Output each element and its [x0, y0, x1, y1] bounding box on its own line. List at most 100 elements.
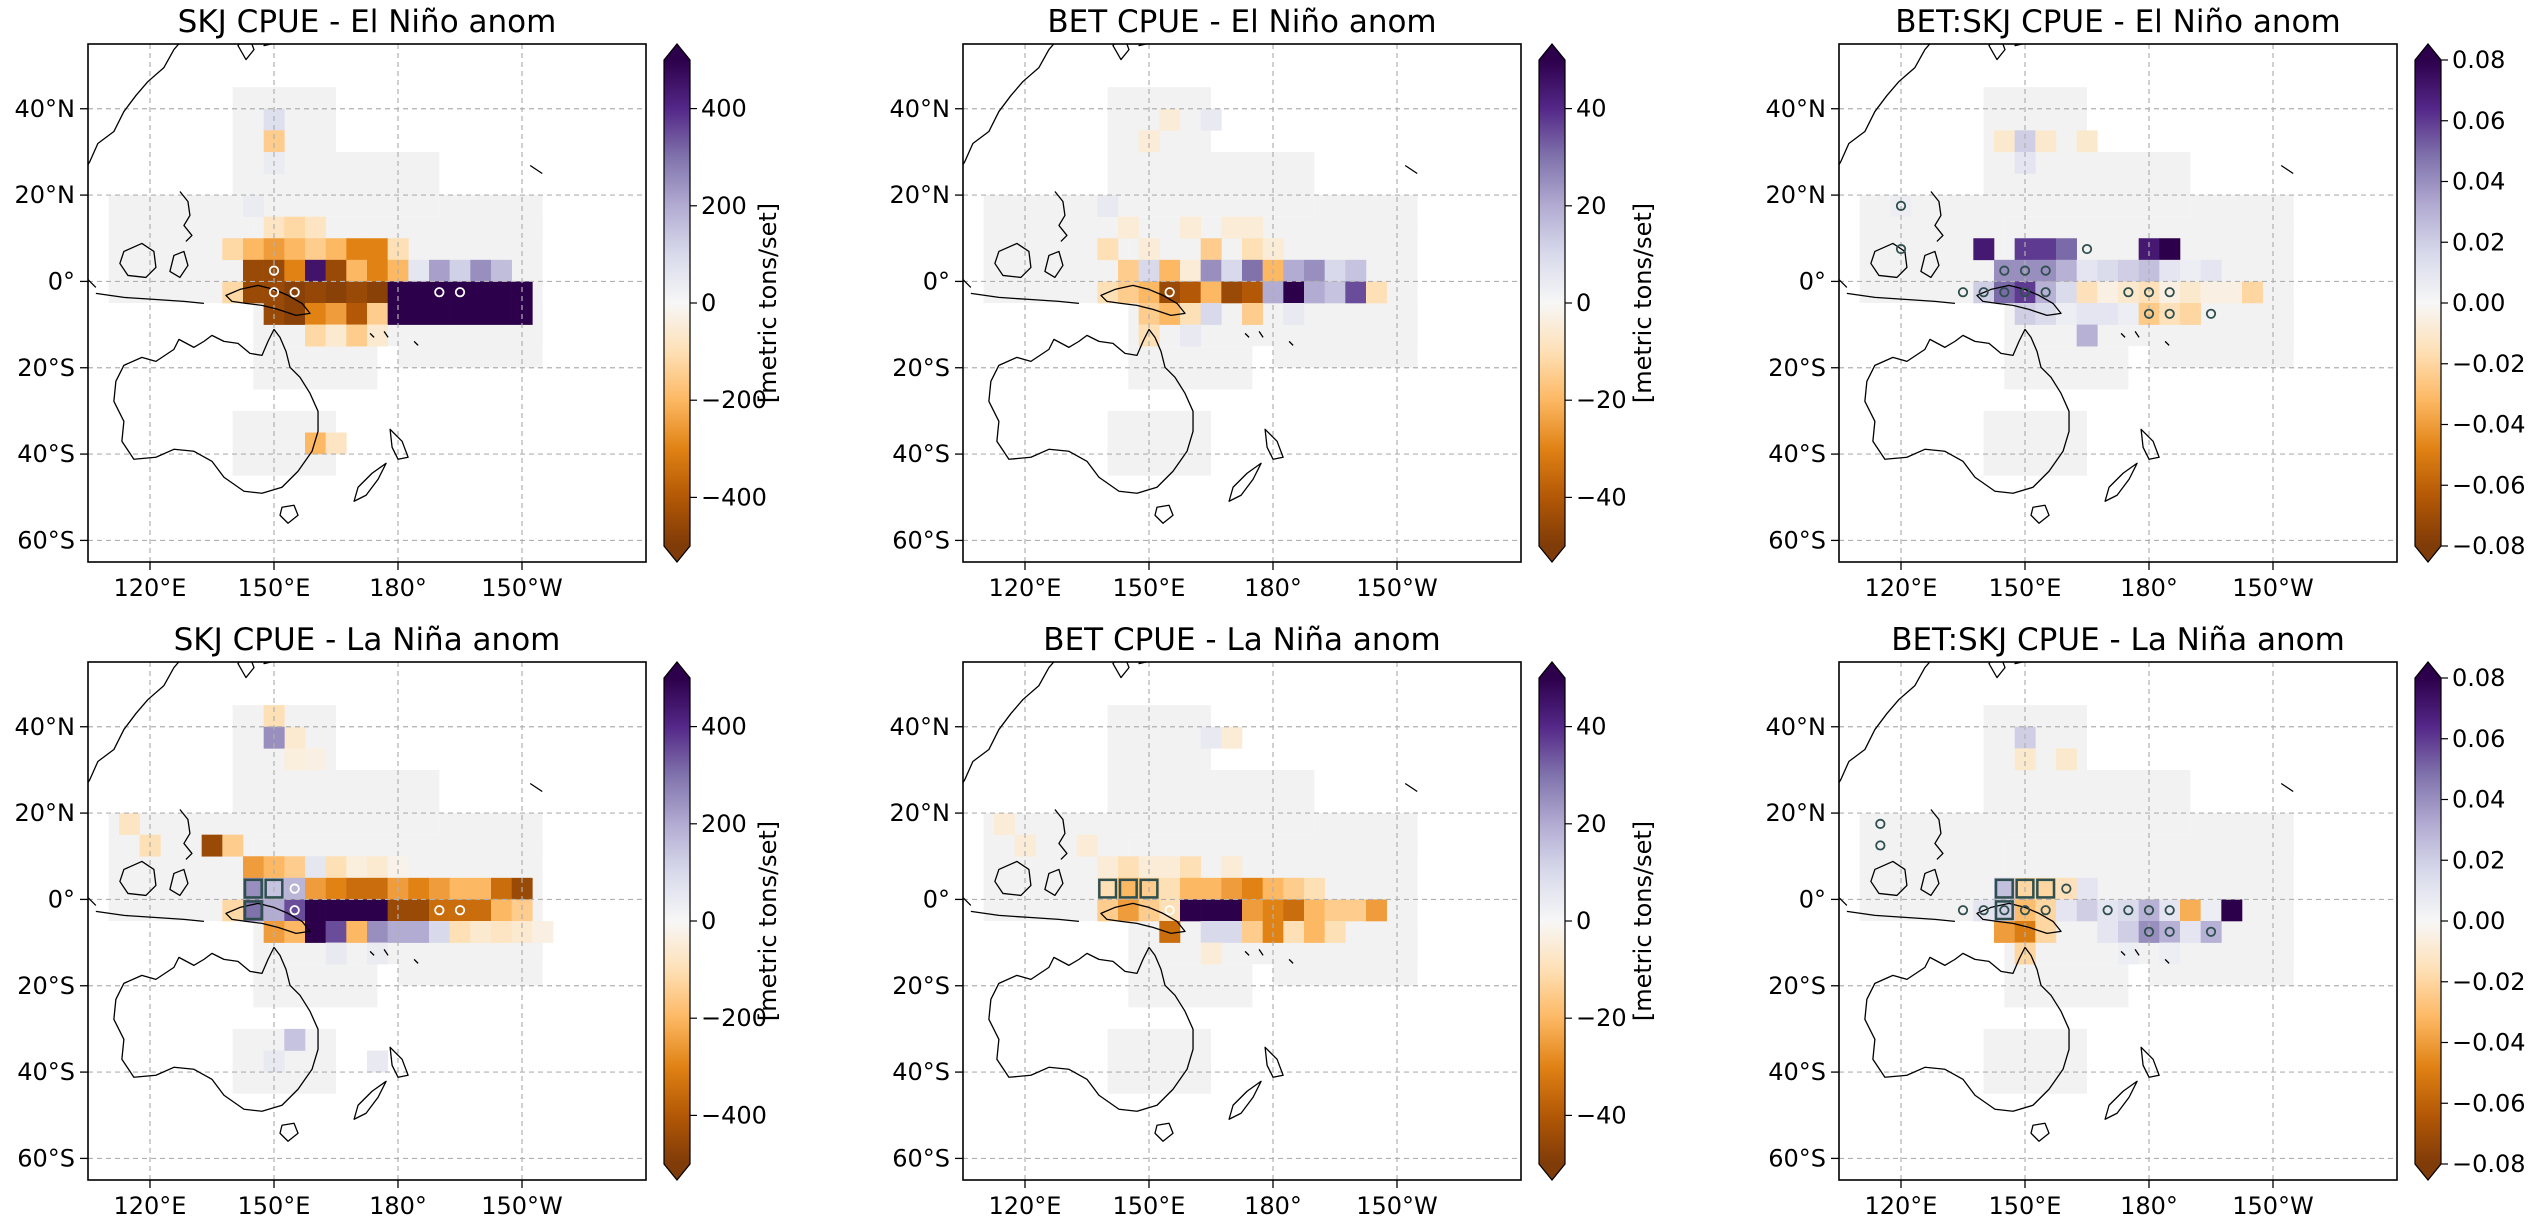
- data-cell: [387, 238, 409, 261]
- colorbar-tick-label: 400: [701, 95, 747, 123]
- data-cell: [2035, 877, 2057, 900]
- data-cell: [1138, 899, 1160, 922]
- x-tick-label: 180°: [1244, 1192, 1302, 1220]
- panel-title: BET:SKJ CPUE - La Niña anom: [1891, 622, 2345, 658]
- data-cell: [1118, 877, 1139, 900]
- axes-frame: [87, 43, 647, 563]
- y-tick-label: 20°N: [15, 799, 76, 827]
- data-cell: [1200, 108, 1222, 131]
- data-cell: [408, 921, 430, 943]
- data-cell: [284, 216, 306, 239]
- data-cell: [994, 813, 1015, 835]
- data-cell: [449, 259, 471, 282]
- data-cell: [387, 899, 409, 922]
- data-cell: [346, 877, 368, 900]
- data-cell: [1159, 281, 1181, 304]
- data-cell: [2035, 259, 2057, 282]
- y-tick-label: 40°S: [892, 1058, 950, 1086]
- data-cell: [2056, 238, 2077, 261]
- colorbar-gradient: [2415, 678, 2441, 1164]
- y-tick-label: 40°N: [890, 713, 951, 741]
- data-cell: [1973, 238, 1995, 261]
- data-cell: [511, 303, 533, 325]
- x-tick-label: 150°E: [238, 1192, 311, 1220]
- colorbar-tick-label: −40: [1576, 1101, 1627, 1129]
- data-cell: [1180, 899, 1201, 922]
- colorbar-tick-label: −0.06: [2452, 1089, 2526, 1117]
- data-cell: [346, 921, 368, 943]
- x-tick-label: 120°E: [1865, 574, 1938, 602]
- colorbar-gradient: [664, 60, 690, 546]
- data-cell: [367, 281, 388, 304]
- colorbar-extend-max: [2415, 44, 2441, 60]
- data-cell: [1994, 877, 2015, 900]
- y-tick-label: 20°S: [892, 972, 950, 1000]
- data-cell: [1345, 899, 1367, 922]
- data-cell: [305, 921, 326, 943]
- colorbar-tick-label: 0.00: [2452, 907, 2505, 935]
- colorbar-tick-label: −400: [701, 483, 767, 511]
- significance-square: [1118, 878, 1138, 899]
- data-cell: [2159, 281, 2181, 304]
- colorbar-tick-label: 0.06: [2452, 107, 2505, 135]
- data-cell: [346, 899, 368, 922]
- map-area: [963, 44, 1521, 562]
- data-cell: [201, 834, 223, 857]
- data-cell: [1242, 259, 1263, 282]
- data-cell: [325, 877, 347, 900]
- data-cell: [1159, 303, 1181, 325]
- data-cell: [1242, 216, 1263, 239]
- data-cell: [429, 877, 450, 900]
- data-cell: [2097, 921, 2119, 943]
- data-cell: [1283, 259, 1305, 282]
- significance-marker: [268, 265, 280, 276]
- data-cell: [1180, 216, 1201, 239]
- data-cell: [1283, 303, 1305, 325]
- colorbar-tick-label: 0: [1576, 907, 1591, 935]
- map-panel-6: BET:SKJ CPUE - La Niña anom 120°E 150°E 180…: [1766, 622, 2526, 1220]
- colorbar-extend-max: [664, 662, 690, 678]
- data-cell: [1304, 259, 1325, 282]
- data-cell: [346, 303, 368, 325]
- data-cell: [305, 259, 326, 282]
- data-cell: [2097, 303, 2119, 325]
- y-tick-label: 40°N: [890, 95, 951, 123]
- data-cell: [1221, 216, 1243, 239]
- data-cell: [1242, 238, 1263, 261]
- data-cell: [2056, 899, 2077, 922]
- data-cell: [1221, 877, 1243, 900]
- y-tick-label: 20°N: [15, 181, 76, 209]
- data-cell: [305, 432, 326, 455]
- significance-marker: [268, 287, 280, 298]
- data-cell: [1221, 726, 1243, 749]
- data-cell: [367, 1050, 388, 1073]
- colorbar-tick-label: 0.02: [2452, 846, 2505, 874]
- x-tick-label: 150°E: [1989, 574, 2062, 602]
- colorbar-tick-label: 20: [1576, 810, 1607, 838]
- data-cell: [2035, 921, 2057, 943]
- colorbar: 400 200 0 −200 −400 [metric tons/set]: [663, 43, 782, 563]
- coverage-cell: [336, 769, 440, 835]
- data-cell: [2056, 748, 2077, 771]
- colorbar-extend-max: [1539, 662, 1565, 678]
- colorbar-tick-label: 0.02: [2452, 228, 2505, 256]
- data-cell: [1159, 921, 1181, 943]
- significance-square: [2015, 878, 2035, 899]
- data-cell: [1138, 303, 1160, 325]
- data-cell: [2138, 281, 2160, 304]
- coverage-cell: [1983, 410, 2087, 476]
- data-cell: [325, 303, 347, 325]
- data-cell: [346, 324, 368, 347]
- x-tick-label: 180°: [1244, 574, 1302, 602]
- significance-marker: [1978, 287, 1989, 298]
- data-cell: [119, 813, 140, 835]
- data-cell: [243, 899, 264, 922]
- data-cell: [532, 921, 554, 943]
- significance-marker: [1999, 905, 2010, 916]
- significance-marker: [1957, 905, 1969, 916]
- colorbar-extend-min: [1539, 546, 1565, 562]
- axes-frame: [87, 661, 647, 1181]
- data-cell: [2035, 281, 2057, 304]
- coverage-cell: [1983, 1028, 2087, 1094]
